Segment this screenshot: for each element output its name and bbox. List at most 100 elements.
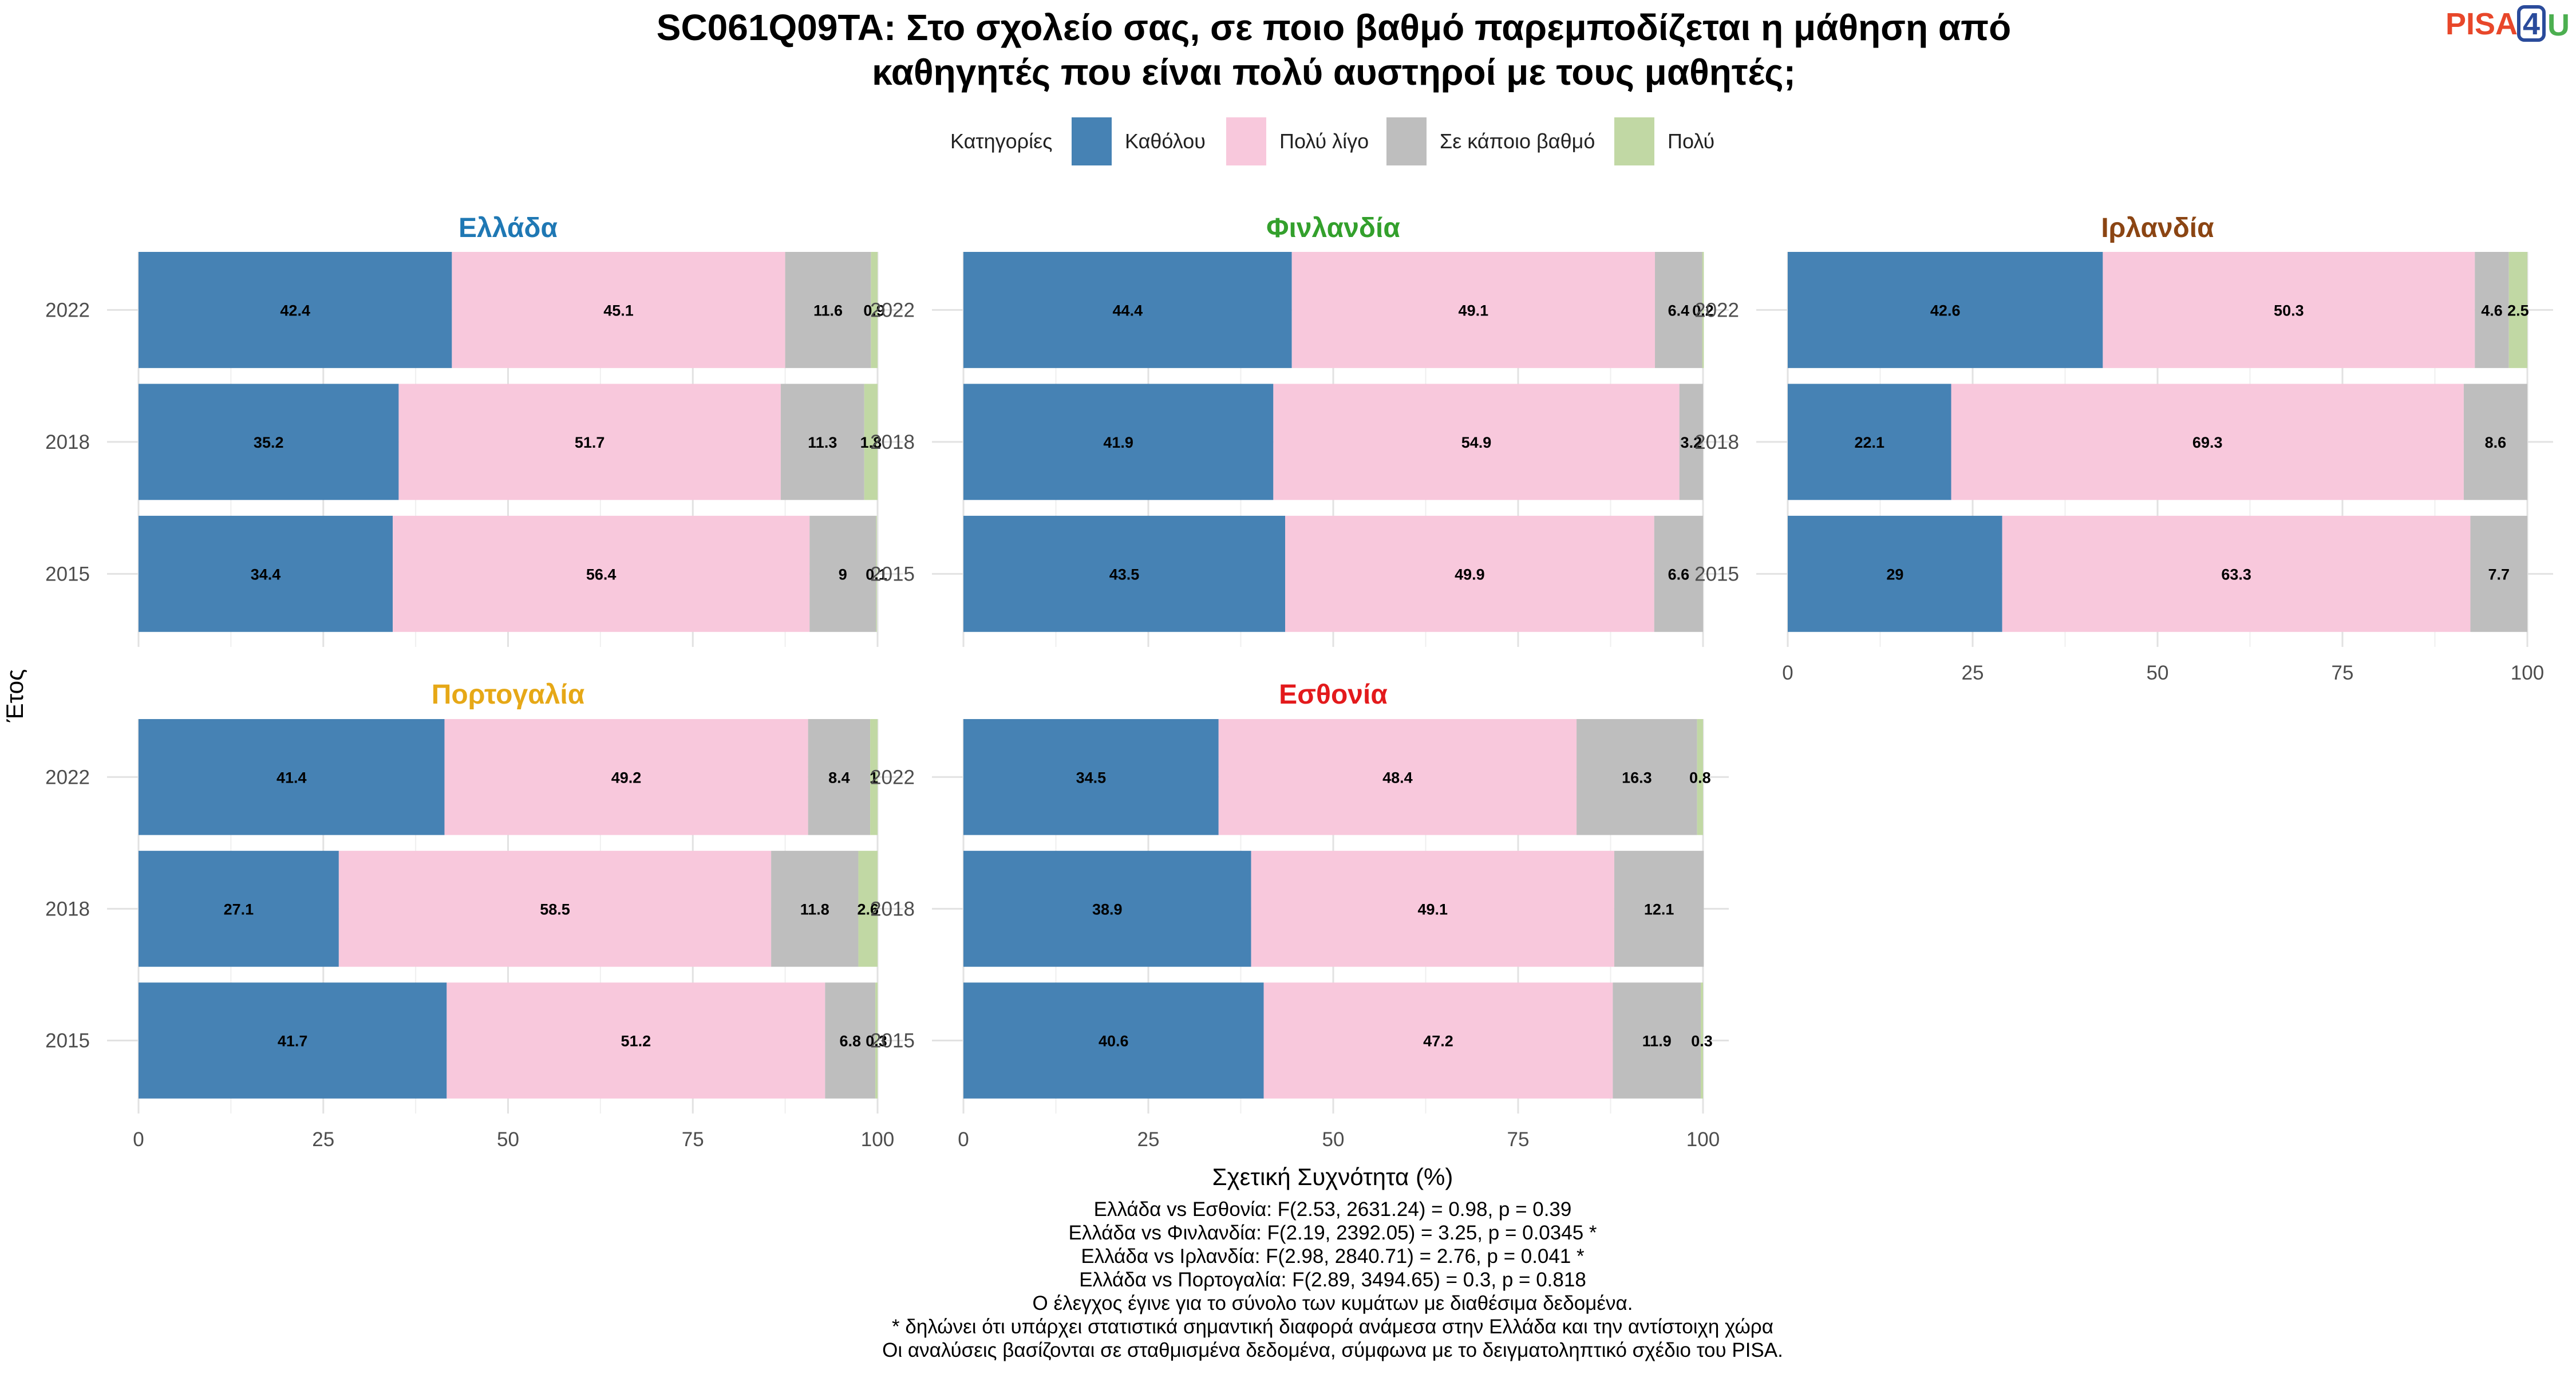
y-tick-label: 2022 bbox=[870, 766, 915, 788]
data-label: 49.1 bbox=[1459, 302, 1489, 319]
x-tick-label: 100 bbox=[2511, 662, 2544, 684]
data-label: 0.2 bbox=[1692, 302, 1714, 319]
data-label: 11.3 bbox=[808, 434, 837, 451]
x-tick-label: 75 bbox=[2332, 662, 2354, 684]
bar-segment bbox=[963, 252, 1292, 368]
bar-segment bbox=[2470, 515, 2527, 632]
data-label: 8.4 bbox=[828, 769, 850, 786]
panel-title: Ιρλανδία bbox=[2101, 213, 2214, 243]
legend-key-4 bbox=[1614, 117, 1654, 165]
bar-segment bbox=[1251, 851, 1614, 967]
data-label: 44.4 bbox=[1113, 302, 1143, 319]
y-tick-label: 2022 bbox=[870, 299, 915, 321]
data-label: 47.2 bbox=[1423, 1033, 1453, 1050]
bar-segment bbox=[871, 252, 878, 368]
x-tick-label: 50 bbox=[1322, 1128, 1345, 1151]
bar-segment bbox=[444, 719, 808, 835]
logo-text-pisa: PISA bbox=[2445, 7, 2518, 41]
bar-segment bbox=[858, 851, 878, 967]
legend-label-4: Πολύ bbox=[1668, 129, 1714, 153]
bar-segment bbox=[808, 719, 871, 835]
x-tick-label: 50 bbox=[2147, 662, 2169, 684]
x-tick-label: 0 bbox=[958, 1128, 969, 1151]
note-line-1: Ελλάδα vs Εσθονία: F(2.53, 2631.24) = 0.… bbox=[1094, 1198, 1572, 1221]
bar-segment bbox=[875, 982, 878, 1099]
bar-segment bbox=[2475, 252, 2509, 368]
data-label: 41.9 bbox=[1103, 434, 1133, 451]
data-label: 49.9 bbox=[1455, 566, 1485, 583]
bar-segment bbox=[1655, 252, 1702, 368]
data-label: 0.3 bbox=[866, 1033, 887, 1050]
data-label: 4.6 bbox=[2481, 302, 2503, 319]
bar-segment bbox=[393, 515, 810, 632]
bar-segment bbox=[139, 851, 339, 967]
legend-title: Κατηγορίες bbox=[950, 129, 1053, 153]
legend: Κατηγορίες Καθόλου Πολύ λίγο Σε κάποιο βαθ… bbox=[950, 117, 1714, 165]
logo-text-u: U bbox=[2547, 8, 2570, 42]
bar-segment bbox=[1218, 719, 1577, 835]
x-tick-label: 75 bbox=[1507, 1128, 1530, 1151]
panel-title: Εσθονία bbox=[1279, 680, 1388, 710]
legend-key-1 bbox=[1072, 117, 1112, 165]
note-line-6: * δηλώνει ότι υπάρχει στατιστικά σημαντι… bbox=[892, 1316, 1773, 1338]
data-label: 58.5 bbox=[540, 901, 570, 918]
y-tick-label: 2018 bbox=[45, 898, 90, 920]
bar-segment bbox=[139, 719, 445, 835]
data-label: 42.4 bbox=[280, 302, 310, 319]
bar-segment bbox=[825, 982, 876, 1099]
bar-segment bbox=[1273, 384, 1680, 500]
bar-segment bbox=[2508, 252, 2527, 368]
x-tick-label: 75 bbox=[682, 1128, 704, 1151]
bar-segment bbox=[963, 384, 1274, 500]
bar-segment bbox=[963, 982, 1264, 1099]
y-tick-label: 2015 bbox=[870, 563, 915, 585]
note-line-5: Ο έλεγχος έγινε για το σύνολο των κυμάτω… bbox=[1033, 1292, 1633, 1314]
panel-title: Πορτογαλία bbox=[432, 680, 585, 710]
note-line-7: Οι αναλύσεις βασίζονται σε σταθμισμένα δ… bbox=[882, 1339, 1783, 1361]
data-label: 9 bbox=[839, 566, 847, 583]
x-axis-title: Σχετική Συχνότητα (%) bbox=[1212, 1163, 1453, 1190]
bar-segment bbox=[809, 515, 876, 632]
bar-segment bbox=[452, 252, 785, 368]
legend-label-1: Καθόλου bbox=[1125, 129, 1206, 153]
data-label: 35.2 bbox=[254, 434, 284, 451]
note-line-4: Ελλάδα vs Πορτογαλία: F(2.89, 3494.65) =… bbox=[1079, 1269, 1586, 1291]
y-tick-label: 2015 bbox=[45, 563, 90, 585]
bar-segment bbox=[1702, 252, 1704, 368]
data-label: 45.1 bbox=[603, 302, 634, 319]
panel-3: Ιρλανδία 2022 42.6 50.3 4.6 2.5 2018 22.1 69.3 8.… bbox=[1694, 213, 2553, 684]
data-label: 0.1 bbox=[866, 566, 887, 583]
data-label: 22.1 bbox=[1854, 434, 1884, 451]
y-tick-label: 2015 bbox=[45, 1030, 90, 1052]
bar-segment bbox=[1701, 982, 1703, 1099]
bar-segment bbox=[864, 384, 878, 500]
note-line-3: Ελλάδα vs Ιρλανδία: F(2.98, 2840.71) = 2… bbox=[1081, 1245, 1585, 1268]
bar-segment bbox=[963, 515, 1286, 632]
y-tick-label: 2022 bbox=[1694, 299, 1739, 321]
y-tick-label: 2015 bbox=[870, 1030, 915, 1052]
data-label: 41.7 bbox=[278, 1033, 308, 1050]
bar-segment bbox=[398, 384, 781, 500]
chart-title-line-2: καθηγητές που είναι πολύ αυστηροί με του… bbox=[872, 52, 1796, 93]
x-tick-label: 25 bbox=[312, 1128, 334, 1151]
x-tick-label: 25 bbox=[1962, 662, 1984, 684]
data-label: 40.6 bbox=[1099, 1033, 1129, 1050]
y-axis-title: Έτος bbox=[1, 669, 28, 723]
data-label: 2.6 bbox=[857, 901, 879, 918]
x-tick-label: 0 bbox=[133, 1128, 144, 1151]
bar-segment bbox=[1788, 252, 2103, 368]
data-label: 42.6 bbox=[1930, 302, 1961, 319]
y-tick-label: 2018 bbox=[45, 431, 90, 453]
data-label: 3.2 bbox=[1681, 434, 1702, 451]
logo-text-4: 4 bbox=[2523, 7, 2540, 41]
data-label: 16.3 bbox=[1622, 769, 1652, 786]
chart-title-line-1: SC061Q09TA: Στο σχολείο σας, σε ποιο βαθ… bbox=[657, 7, 2012, 48]
data-label: 41.4 bbox=[276, 769, 307, 786]
data-label: 54.9 bbox=[1461, 434, 1492, 451]
bar-segment bbox=[1788, 515, 2002, 632]
x-tick-label: 50 bbox=[497, 1128, 519, 1151]
bar-segment bbox=[139, 515, 393, 632]
data-label: 51.7 bbox=[575, 434, 605, 451]
